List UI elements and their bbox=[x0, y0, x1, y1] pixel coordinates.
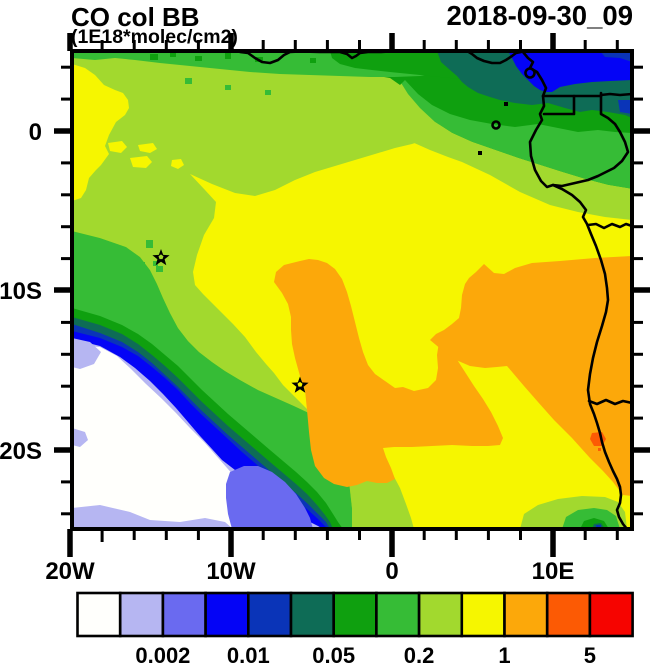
svg-text:10S: 10S bbox=[0, 278, 42, 305]
svg-text:(1E18*molec/cm2): (1E18*molec/cm2) bbox=[71, 26, 238, 48]
svg-text:0.01: 0.01 bbox=[227, 643, 270, 667]
svg-text:5: 5 bbox=[584, 643, 596, 667]
svg-text:0.002: 0.002 bbox=[135, 643, 190, 667]
svg-text:0: 0 bbox=[385, 558, 398, 585]
svg-text:10W: 10W bbox=[206, 558, 256, 585]
svg-text:20S: 20S bbox=[0, 438, 42, 465]
svg-text:2018-09-30_09: 2018-09-30_09 bbox=[446, 0, 633, 31]
svg-text:1: 1 bbox=[498, 643, 510, 667]
svg-text:CO col BB: CO col BB bbox=[71, 2, 200, 32]
svg-text:20W: 20W bbox=[45, 558, 95, 585]
svg-text:0.2: 0.2 bbox=[404, 643, 435, 667]
svg-text:0: 0 bbox=[29, 119, 42, 146]
svg-text:0.05: 0.05 bbox=[312, 643, 355, 667]
svg-text:10E: 10E bbox=[532, 558, 575, 585]
